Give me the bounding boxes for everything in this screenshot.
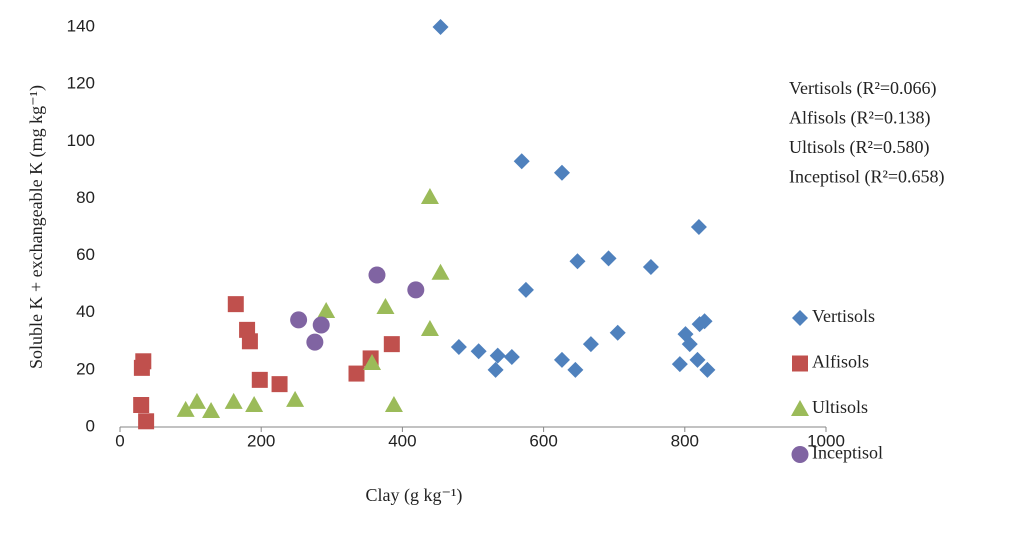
- marker: [271, 376, 288, 393]
- legend-label: Inceptisol: [812, 443, 883, 463]
- marker: [691, 316, 708, 333]
- marker: [489, 347, 506, 364]
- marker: [245, 396, 264, 412]
- marker: [133, 359, 150, 376]
- x-axis-label: Clay (g kg⁻¹): [366, 485, 463, 506]
- legend-label: Vertisols: [812, 306, 875, 326]
- marker: [503, 349, 520, 365]
- marker: [420, 188, 439, 204]
- marker: [138, 413, 155, 430]
- marker: [420, 320, 439, 336]
- marker: [689, 351, 706, 368]
- marker: [224, 392, 243, 409]
- marker: [609, 324, 626, 341]
- x-tick-label: 1000: [807, 431, 845, 450]
- marker: [791, 400, 809, 416]
- marker: [487, 361, 504, 378]
- marker: [251, 371, 268, 388]
- x-tick-label: 200: [247, 431, 275, 450]
- marker: [671, 356, 688, 373]
- marker: [312, 316, 330, 334]
- marker: [383, 336, 400, 353]
- marker: [517, 281, 534, 298]
- marker: [513, 153, 530, 170]
- y-tick-label: 60: [76, 245, 95, 264]
- annotation: Ultisols (R²=0.580): [789, 137, 930, 158]
- marker: [792, 310, 808, 326]
- x-tick-label: 0: [115, 431, 124, 450]
- marker: [431, 263, 450, 280]
- annotation: Vertisols (R²=0.066): [789, 78, 937, 99]
- y-axis-label: Soluble K + exchangeable K (mg kg⁻¹): [26, 85, 47, 369]
- marker: [384, 396, 403, 412]
- x-tick-label: 600: [529, 431, 557, 450]
- marker: [681, 336, 698, 353]
- marker: [600, 250, 617, 267]
- y-tick-label: 80: [76, 188, 95, 207]
- marker: [202, 402, 221, 418]
- marker: [286, 390, 305, 407]
- legend-label: Alfisols: [812, 352, 869, 372]
- marker: [227, 296, 244, 313]
- marker: [348, 365, 365, 382]
- x-tick-label: 400: [388, 431, 416, 450]
- marker: [582, 336, 599, 353]
- marker: [317, 302, 336, 318]
- marker: [376, 298, 395, 314]
- y-tick-label: 20: [76, 359, 95, 378]
- y-tick-label: 140: [67, 16, 95, 35]
- annotation: Inceptisol (R²=0.658): [789, 167, 945, 188]
- marker: [432, 19, 449, 35]
- marker: [450, 339, 467, 355]
- marker: [569, 253, 586, 270]
- y-tick-label: 120: [67, 74, 95, 93]
- y-tick-label: 100: [67, 131, 95, 150]
- legend-label: Ultisols: [812, 397, 868, 417]
- marker: [791, 446, 809, 463]
- annotation: Alfisols (R²=0.138): [789, 108, 931, 129]
- marker: [363, 354, 382, 370]
- marker: [792, 355, 808, 372]
- marker: [642, 259, 659, 275]
- marker: [407, 281, 425, 299]
- marker: [306, 333, 324, 351]
- marker: [133, 397, 150, 413]
- marker: [187, 392, 206, 409]
- marker: [553, 164, 570, 181]
- x-tick-label: 800: [671, 431, 699, 450]
- marker: [290, 311, 308, 329]
- marker: [368, 266, 386, 284]
- marker: [690, 219, 707, 235]
- marker: [241, 333, 258, 350]
- marker: [176, 400, 195, 417]
- marker: [553, 351, 570, 368]
- marker: [699, 361, 716, 378]
- marker: [470, 343, 487, 360]
- marker: [567, 361, 584, 378]
- y-tick-label: 40: [76, 302, 95, 321]
- y-tick-label: 0: [86, 416, 95, 435]
